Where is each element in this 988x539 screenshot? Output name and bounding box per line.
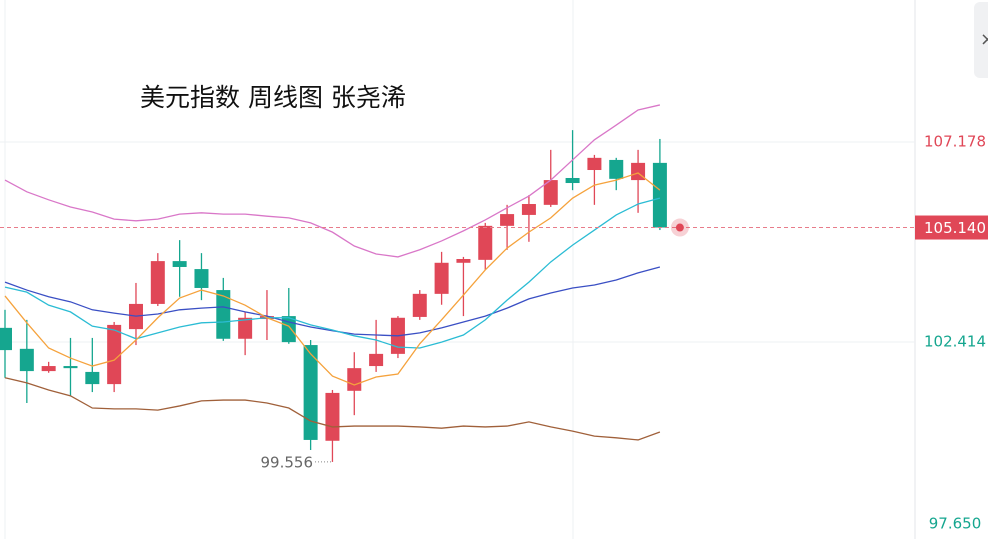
candle-body xyxy=(0,327,12,351)
candle-body xyxy=(652,162,667,228)
candle-body xyxy=(303,345,318,440)
candle-body xyxy=(609,159,624,179)
candle-body xyxy=(172,261,187,267)
candle-body xyxy=(63,366,78,369)
candle-body xyxy=(456,259,471,263)
chart-title: 美元指数 周线图 张尧浠 xyxy=(140,83,406,112)
candle-body xyxy=(478,225,493,260)
y-tick-label: 107.178 xyxy=(924,132,986,150)
close-button[interactable] xyxy=(974,2,988,78)
ma-line xyxy=(4,104,661,258)
candle-body xyxy=(216,290,231,339)
ma-line xyxy=(4,377,661,441)
ma-line xyxy=(4,197,661,349)
candle-body xyxy=(107,324,122,385)
y-tick-label: 97.650 xyxy=(929,515,982,533)
ma-line xyxy=(4,172,661,386)
candle-body xyxy=(150,261,165,304)
last-price-label: 105.140 xyxy=(924,219,986,237)
last-price-box xyxy=(915,215,988,240)
candle-body xyxy=(41,366,56,372)
candle-body xyxy=(325,392,340,441)
close-icon[interactable]: × xyxy=(980,29,988,50)
candle-body xyxy=(434,262,449,294)
candle-body xyxy=(347,368,362,391)
candle-body xyxy=(412,293,427,317)
candle-body xyxy=(521,204,536,215)
low-label: 99.556 xyxy=(261,453,314,471)
candle-body xyxy=(587,157,602,171)
candle-body xyxy=(543,180,558,205)
candle-body xyxy=(500,214,515,226)
candle-body xyxy=(85,371,100,385)
candle-body xyxy=(19,348,34,372)
candle-body xyxy=(238,317,253,339)
candle-body xyxy=(369,353,384,367)
last-price-dot xyxy=(675,223,684,232)
candle-body xyxy=(565,177,580,184)
candle-body xyxy=(194,269,209,288)
y-tick-label: 102.414 xyxy=(924,332,986,350)
ma-line xyxy=(4,266,661,337)
